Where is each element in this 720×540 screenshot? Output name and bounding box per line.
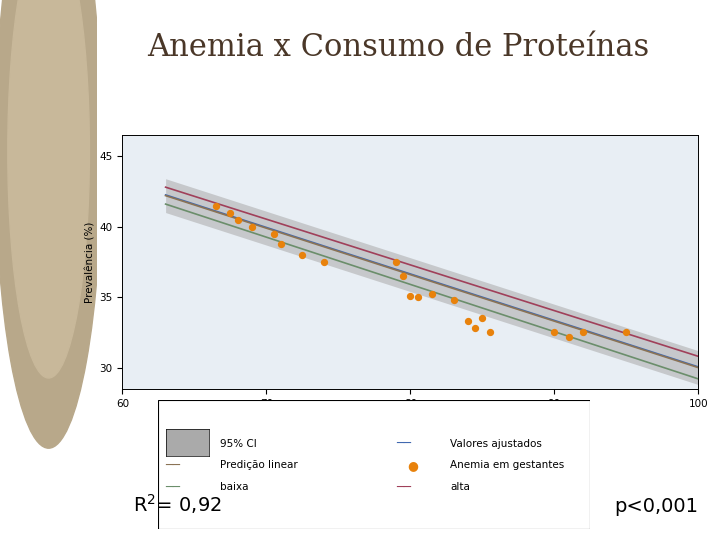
Text: 95% CI: 95% CI: [220, 439, 256, 449]
Point: [397, 272, 409, 280]
Text: R$^2$= 0,92: R$^2$= 0,92: [133, 492, 222, 516]
Point: [268, 230, 279, 238]
Point: [210, 201, 222, 210]
Point: [462, 317, 474, 326]
Text: baixa: baixa: [220, 482, 248, 492]
Text: Predição linear: Predição linear: [220, 461, 297, 470]
Point: [318, 258, 330, 266]
Point: [426, 290, 438, 299]
FancyBboxPatch shape: [158, 400, 590, 529]
Text: ──: ──: [396, 437, 411, 450]
X-axis label: Consumo de proteína (g/ per capita/ dia): Consumo de proteína (g/ per capita/ dia): [305, 414, 516, 424]
Text: ●: ●: [407, 459, 418, 472]
Circle shape: [0, 0, 102, 448]
Point: [390, 258, 402, 266]
Point: [405, 292, 416, 300]
Y-axis label: Prevalência (%): Prevalência (%): [85, 221, 95, 302]
Point: [469, 324, 481, 333]
Text: Valores ajustados: Valores ajustados: [450, 439, 542, 449]
Point: [246, 222, 258, 231]
Text: Anemia x Consumo de Proteínas: Anemia x Consumo de Proteínas: [148, 32, 650, 63]
Point: [577, 328, 589, 337]
Point: [232, 215, 243, 224]
Text: ──: ──: [166, 459, 181, 472]
Text: alta: alta: [450, 482, 470, 492]
Point: [484, 328, 495, 337]
Point: [621, 328, 632, 337]
Point: [549, 328, 560, 337]
Point: [297, 251, 308, 259]
Point: [563, 332, 575, 341]
Text: p<0,001: p<0,001: [614, 497, 698, 516]
Point: [412, 293, 423, 301]
Point: [275, 239, 287, 248]
Circle shape: [8, 0, 89, 378]
Text: ──: ──: [166, 481, 181, 494]
Point: [477, 314, 488, 322]
Text: ──: ──: [396, 481, 411, 494]
Point: [225, 208, 236, 217]
Text: Anemia em gestantes: Anemia em gestantes: [450, 461, 564, 470]
Point: [448, 296, 459, 305]
